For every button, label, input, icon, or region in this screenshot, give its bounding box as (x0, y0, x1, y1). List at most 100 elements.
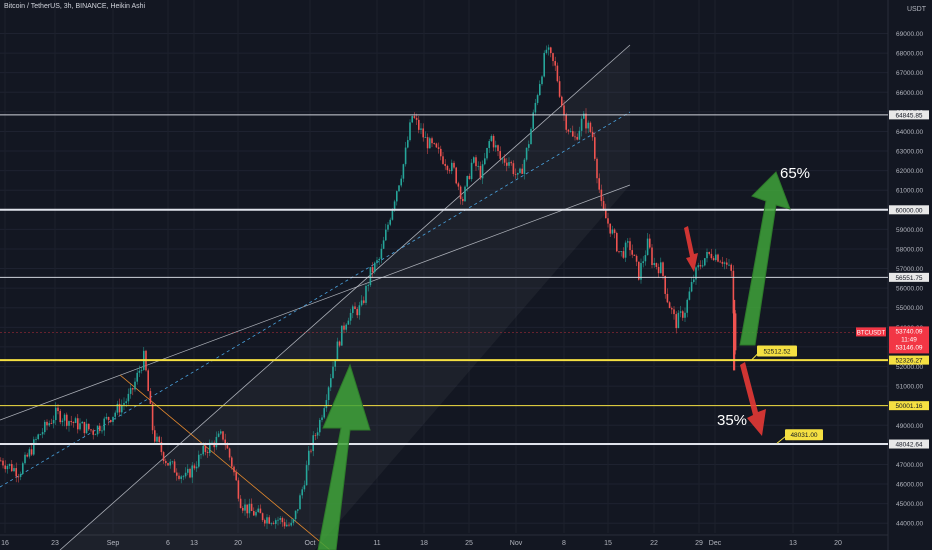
candle-body (215, 436, 218, 448)
candle-body (387, 224, 389, 230)
candle-body (90, 429, 92, 431)
candle-body (0, 460, 2, 462)
candle-body (701, 265, 704, 267)
candle-body (488, 141, 490, 148)
candle-body (613, 229, 616, 233)
level-price-badge (889, 110, 929, 120)
candle-body (600, 189, 603, 202)
x-tick-label: 20 (234, 540, 242, 547)
x-tick-label: 13 (190, 540, 198, 547)
channel-upper-line (59, 44, 631, 550)
candle-body (15, 468, 17, 477)
candle-body (545, 49, 548, 53)
breakout-arrow (317, 363, 371, 550)
candle-body (413, 116, 416, 118)
x-tick-label: 22 (650, 540, 658, 547)
candle-body (552, 53, 554, 62)
candle-body (407, 140, 409, 148)
candle-body (189, 468, 191, 478)
candle-body (2, 460, 4, 466)
candle-body (28, 449, 31, 457)
candle-body (158, 436, 160, 443)
candle-body (649, 238, 651, 248)
candle-body (151, 403, 154, 431)
candle-body (171, 461, 174, 463)
candle-body (44, 421, 46, 433)
candle-body (391, 209, 394, 220)
level-price-label: 48042.64 (895, 442, 922, 449)
candle-body (532, 112, 534, 129)
candle-body (206, 451, 209, 454)
candle-body (338, 341, 341, 346)
candle-body (347, 320, 350, 325)
candle-body (26, 454, 28, 457)
candle-body (646, 238, 649, 256)
candle-body (178, 475, 180, 479)
candle-body (382, 240, 385, 249)
candle-body (211, 442, 213, 444)
y-tick-label: 49000.00 (896, 423, 923, 430)
candle-body (325, 400, 328, 409)
candle-body (565, 115, 567, 130)
candle-body (499, 151, 501, 159)
candle-body (561, 96, 563, 106)
candle-body (101, 430, 103, 432)
candle-body (457, 183, 460, 187)
candle-body (517, 172, 519, 175)
candle-body (52, 420, 55, 424)
candle-body (695, 267, 697, 280)
candle-body (591, 131, 594, 138)
candle-body (662, 262, 664, 276)
candle-body (726, 262, 728, 265)
candle-body (721, 261, 724, 264)
candle-body (620, 251, 622, 252)
candle-body (543, 52, 545, 77)
candle-body (587, 122, 589, 129)
y-tick-label: 55000.00 (896, 305, 923, 312)
current-price-value: 53740.09 (895, 328, 922, 335)
x-tick-label: 23 (51, 540, 59, 547)
candle-body (473, 157, 475, 163)
candle-body (677, 312, 680, 329)
candle-body (46, 421, 48, 426)
candle-body (283, 522, 286, 527)
x-tick-label: 29 (695, 540, 703, 547)
candle-body (611, 229, 614, 234)
candle-body (160, 442, 163, 453)
callout-box (757, 345, 797, 357)
candle-body (257, 508, 259, 513)
candle-body (242, 507, 244, 511)
candle-body (294, 510, 297, 520)
y-tick-label: 64000.00 (896, 129, 923, 136)
candle-body (138, 370, 141, 373)
y-tick-label: 57000.00 (896, 266, 923, 273)
descending-trendline (119, 374, 331, 550)
candle-body (462, 198, 464, 202)
candle-body (558, 81, 561, 97)
y-tick-label: 47000.00 (896, 462, 923, 469)
candle-body (402, 164, 405, 179)
candle-body (99, 425, 101, 431)
candle-body (195, 466, 198, 469)
candle-body (627, 241, 629, 243)
candle-body (424, 137, 427, 138)
x-tick-label: 18 (420, 540, 428, 547)
candle-body (550, 47, 552, 54)
candle-body (706, 252, 708, 259)
candle-body (607, 218, 609, 224)
candle-body (279, 518, 281, 520)
candle-body (77, 418, 79, 430)
candle-body (521, 168, 523, 174)
candle-body (92, 430, 94, 435)
candle-body (519, 168, 521, 173)
candle-body (624, 242, 627, 258)
candle-body (556, 65, 559, 82)
chart-title: Bitcoin / TetherUS, 3h, BINANCE, Heikin … (4, 3, 146, 10)
candle-body (222, 431, 224, 440)
candle-body (363, 300, 365, 303)
candle-body (55, 407, 57, 421)
candle-body (239, 498, 242, 508)
candle-body (679, 311, 682, 313)
